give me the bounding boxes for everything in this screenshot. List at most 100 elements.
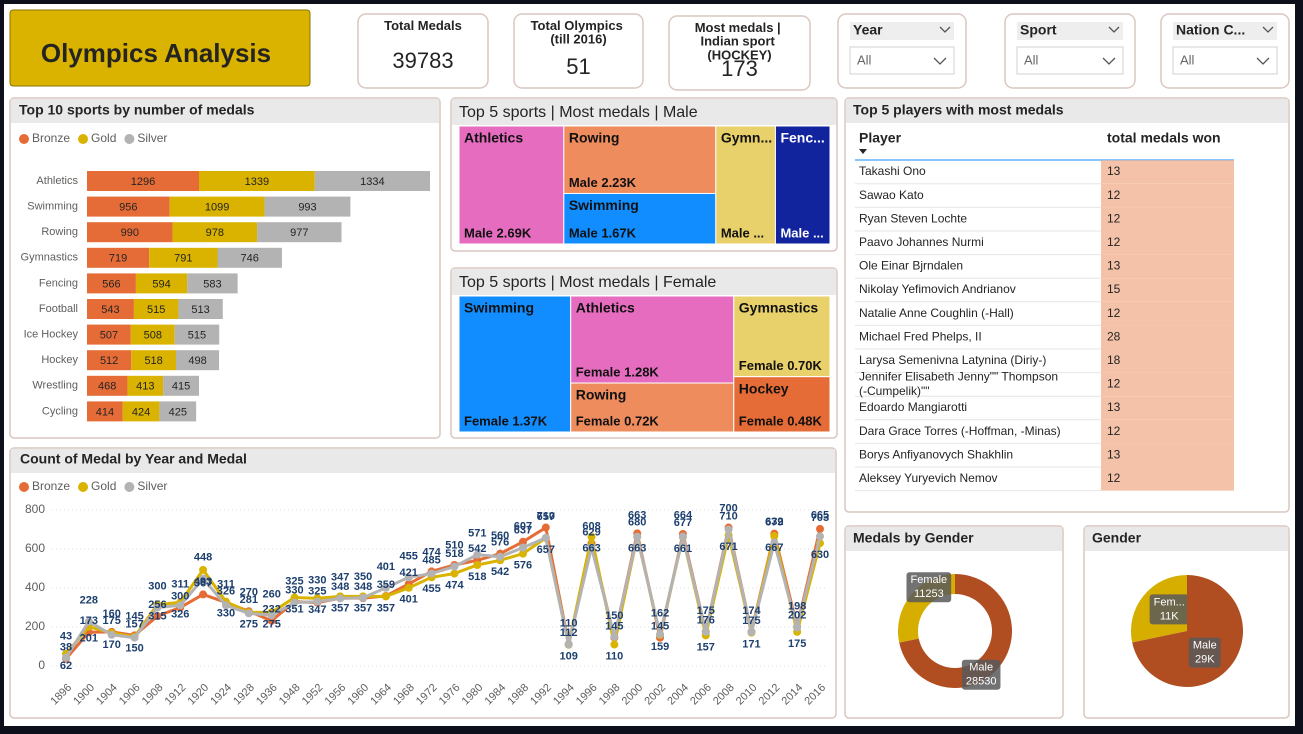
point [816, 532, 824, 541]
data-label: 474 [422, 547, 441, 559]
y-tick-label: Ice Hockey [24, 329, 79, 341]
slice-label: Fem... [1154, 596, 1185, 608]
value-cell [1101, 231, 1234, 255]
bar-segment [130, 324, 175, 345]
y-tick-label: 200 [25, 619, 45, 633]
dropdown-value[interactable]: All [1024, 52, 1039, 67]
legend-marker [124, 482, 135, 492]
data-label: 474 [445, 579, 464, 591]
medal-count: 12 [1107, 306, 1121, 320]
value-cell [1101, 278, 1234, 302]
dashboard-title: Olympics Analysis [41, 38, 271, 68]
point [267, 611, 276, 620]
data-label: 679 [765, 517, 783, 529]
slicer-title-bar [1173, 22, 1277, 40]
player-name: Michael Fred Phelps, II [859, 329, 982, 343]
point [518, 537, 527, 546]
data-label: 700 [719, 503, 737, 515]
data-label: 667 [765, 542, 783, 554]
treemap-tile [563, 192, 717, 245]
bar-segment [87, 375, 128, 396]
point [221, 601, 230, 610]
label-box [906, 572, 952, 603]
data-label: 583 [203, 278, 221, 290]
bar-segment [217, 247, 282, 268]
data-label: 1339 [245, 176, 269, 188]
dropdown-value[interactable]: All [857, 52, 872, 67]
medal-count: 13 [1107, 447, 1121, 461]
tile-label: Fenc... [780, 130, 824, 146]
point [541, 523, 550, 532]
data-label: 347 [331, 571, 349, 583]
legend-marker [78, 134, 89, 144]
data-label: 357 [377, 602, 395, 614]
panel-header [452, 99, 836, 125]
point [199, 565, 208, 574]
data-label: 202 [788, 610, 806, 622]
dropdown-value[interactable]: All [1180, 52, 1195, 67]
bar-segment [87, 299, 134, 319]
data-label: 160 [103, 608, 121, 620]
data-label: 325 [285, 576, 303, 588]
medal-count: 12 [1107, 377, 1121, 391]
point [473, 560, 482, 569]
data-label: 990 [121, 227, 139, 239]
data-label: 663 [582, 543, 600, 555]
point [518, 549, 527, 558]
point [770, 531, 779, 540]
point [518, 543, 527, 552]
tile-label: Swimming [464, 300, 534, 316]
data-label: 150 [605, 610, 623, 622]
slicer-label: Sport [1020, 22, 1057, 38]
data-label: 43 [60, 631, 72, 643]
data-label: 664 [674, 510, 693, 522]
data-label: 110 [605, 650, 623, 662]
data-label: 330 [308, 575, 326, 587]
data-label: 518 [445, 548, 463, 560]
player-name: Nikolay Yefimovich Andrianov [859, 282, 1016, 296]
column-header[interactable]: total medals won [1107, 130, 1221, 146]
data-label: 637 [514, 525, 532, 537]
point [153, 612, 162, 621]
point [450, 569, 459, 578]
point [541, 533, 550, 542]
label-box [1149, 594, 1189, 625]
data-label: 109 [559, 651, 577, 663]
legend-label: Silver [137, 131, 167, 145]
tile-value: Female 0.72K [576, 413, 660, 428]
chevron[interactable] [933, 57, 947, 65]
data-label: 401 [400, 594, 418, 606]
slice-value: 28530 [966, 676, 997, 688]
value-cell [1101, 183, 1234, 208]
point [816, 524, 824, 533]
panel-header [1085, 527, 1288, 551]
bar-segment [131, 350, 177, 371]
card-label: Total Olympics (till 2016) [531, 18, 627, 47]
column-header[interactable]: Player [859, 130, 902, 146]
bar-segment [127, 375, 164, 396]
medal-count: 12 [1107, 188, 1121, 202]
chevron[interactable] [1256, 57, 1270, 65]
bar-segment [87, 273, 136, 294]
point [747, 628, 756, 637]
data-label: 300 [171, 590, 189, 602]
tile-label: Rowing [569, 130, 620, 146]
data-label: 594 [152, 278, 170, 290]
data-label: 330 [217, 608, 235, 620]
data-label: 175 [788, 638, 806, 650]
tile-label: Gymnastics [739, 300, 819, 316]
data-label: 468 [98, 381, 116, 393]
data-label: 507 [100, 330, 118, 342]
bar-segment [133, 299, 179, 319]
data-label: 630 [811, 549, 829, 561]
chevron[interactable] [1102, 57, 1116, 65]
data-label: 157 [697, 641, 715, 653]
sort-arrow [859, 149, 867, 154]
tile-label: Athletics [464, 130, 523, 146]
player-name: Ole Einar Bjrndalen [859, 259, 963, 273]
point [381, 583, 390, 592]
treemap-tile [733, 376, 831, 433]
card [513, 13, 644, 89]
player-name: Edoardo Mangiarotti [859, 400, 967, 414]
chart-title: Medals by Gender [853, 530, 974, 546]
